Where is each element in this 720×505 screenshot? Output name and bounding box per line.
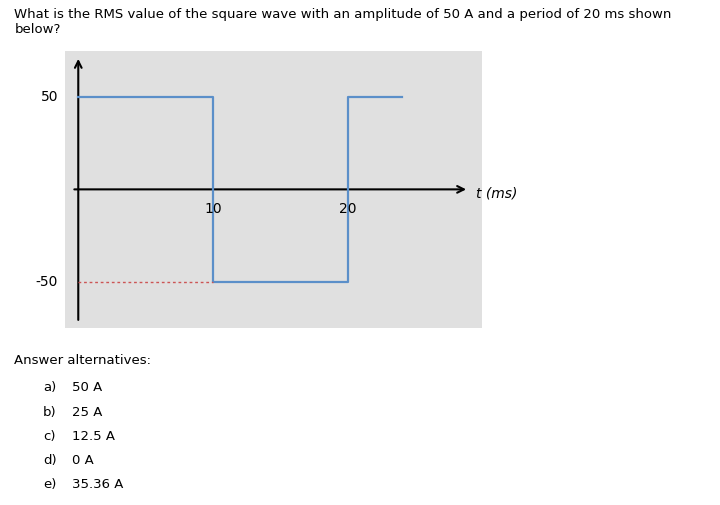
Text: 20: 20 [339,203,356,216]
Text: below?: below? [14,23,60,36]
Text: 25 A: 25 A [72,406,102,419]
Text: What is the RMS value of the square wave with an amplitude of 50 A and a period : What is the RMS value of the square wave… [14,8,672,21]
Text: c): c) [43,430,55,443]
Text: Answer alternatives:: Answer alternatives: [14,354,151,367]
Text: 50: 50 [40,90,58,104]
Text: 12.5 A: 12.5 A [72,430,115,443]
Text: 35.36 A: 35.36 A [72,478,123,491]
Text: 0 A: 0 A [72,454,94,467]
Text: b): b) [43,406,57,419]
Text: -50: -50 [36,275,58,289]
Text: a): a) [43,381,56,394]
Text: e): e) [43,478,57,491]
Text: t (ms): t (ms) [476,186,517,200]
Text: 50 A: 50 A [72,381,102,394]
Text: 10: 10 [204,203,222,216]
Text: d): d) [43,454,57,467]
